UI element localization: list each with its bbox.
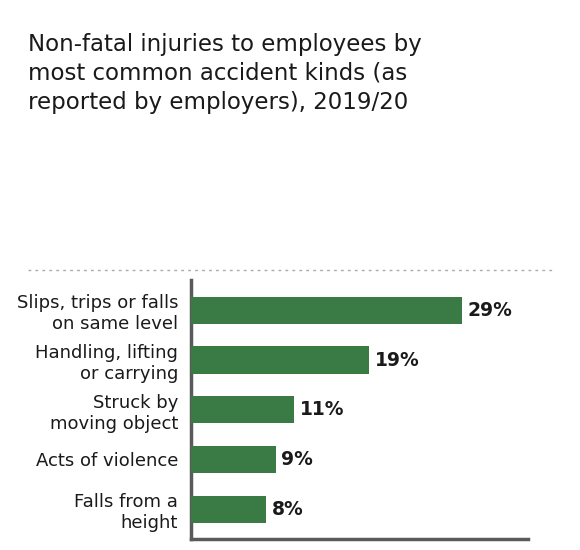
Bar [191,296,462,324]
Text: 9%: 9% [281,450,313,469]
Text: 19%: 19% [375,350,419,370]
Text: 29%: 29% [468,301,513,320]
Bar [191,346,369,373]
Bar [191,446,276,473]
Text: Non-fatal injuries to employees by
most common accident kinds (as
reported by em: Non-fatal injuries to employees by most … [28,32,422,114]
Bar [191,396,294,424]
Text: 11%: 11% [300,400,345,419]
Text: 8%: 8% [272,499,303,519]
Bar [191,496,266,523]
